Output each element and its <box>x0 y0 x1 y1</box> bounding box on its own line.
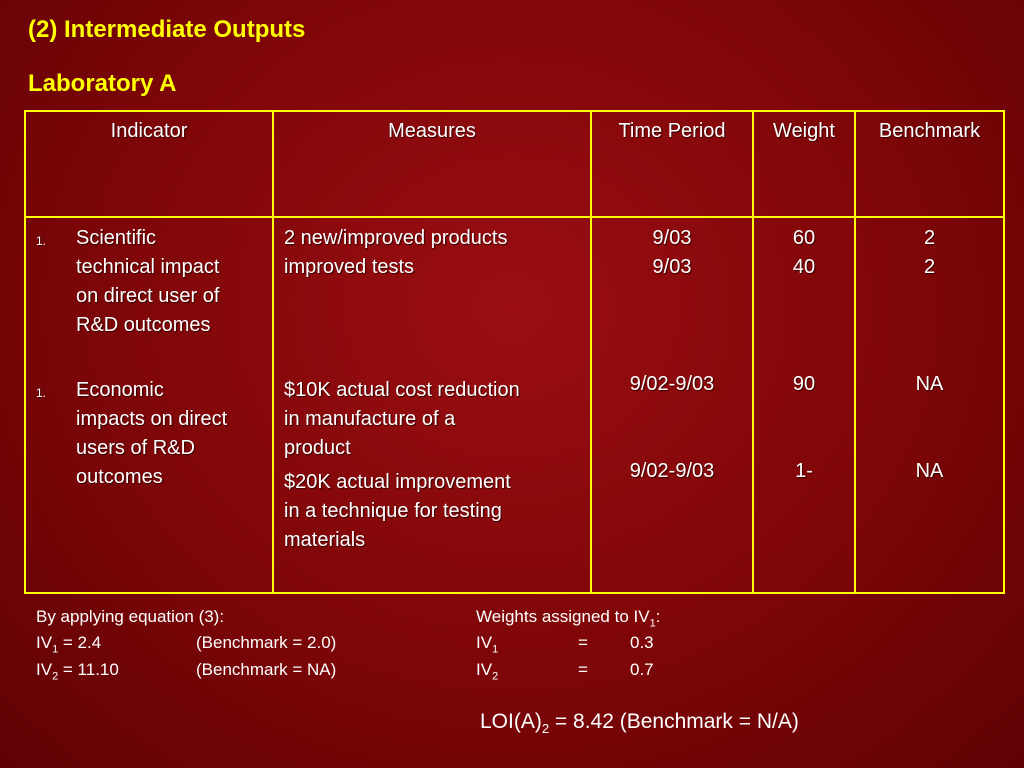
weight-cell: 60 40 90 1- <box>752 216 856 594</box>
measure-2: $10K actual cost reduction in manufactur… <box>284 379 520 459</box>
measure-1: 2 new/improved products improved tests <box>284 227 508 278</box>
indicator-1-number: 1. <box>36 234 47 248</box>
slide-subtitle: Laboratory A <box>28 70 177 97</box>
iv1-benchmark: (Benchmark = 2.0) <box>196 633 337 652</box>
time-period-cell: 9/03 9/03 9/02-9/03 9/02-9/03 <box>590 216 754 594</box>
weight-iv2-eq: = <box>578 660 588 679</box>
time-period-1: 9/03 <box>652 227 692 249</box>
indicator-1-text: Scientific technical impact on direct us… <box>76 227 220 336</box>
weight-iv2-value: 0.7 <box>630 660 654 679</box>
indicator-2-number: 1. <box>36 386 47 400</box>
measures-cell: 2 new/improved products improved tests $… <box>272 216 592 594</box>
slide-title: (2) Intermediate Outputs <box>28 16 306 43</box>
weight-iv1-eq: = <box>578 633 588 652</box>
header-weight: Weight <box>752 110 856 218</box>
weight-iv1-value: 0.3 <box>630 633 654 652</box>
weight-4: 1- <box>795 460 813 482</box>
weight-2: 40 <box>792 256 816 278</box>
equation-note: By applying equation (3): <box>36 607 225 626</box>
indicator-2-text: Economic impacts on direct users of R&D … <box>76 379 228 488</box>
iv1-result: IV1 = 2.4 <box>36 633 102 656</box>
time-period-3: 9/02-9/03 <box>629 373 715 395</box>
indicator-cell: 1. Scientific technical impact on direct… <box>24 216 274 594</box>
table-header-row: Indicator Measures Time Period Weight Be… <box>24 110 1005 218</box>
benchmark-2: 2 <box>923 256 936 278</box>
weight-1: 60 <box>792 227 816 249</box>
iv2-benchmark: (Benchmark = NA) <box>196 660 337 679</box>
weight-iv2-label: IV2 <box>476 660 499 683</box>
header-measures: Measures <box>272 110 592 218</box>
time-period-2: 9/03 <box>652 256 692 278</box>
header-benchmark: Benchmark <box>854 110 1005 218</box>
header-time-period: Time Period <box>590 110 754 218</box>
time-period-4: 9/02-9/03 <box>629 460 715 482</box>
weight-3: 90 <box>792 373 816 395</box>
outputs-table: Indicator Measures Time Period Weight Be… <box>24 110 1005 594</box>
header-indicator: Indicator <box>24 110 274 218</box>
iv2-result: IV2 = 11.10 <box>36 660 119 683</box>
benchmark-1: 2 <box>923 227 936 249</box>
benchmark-4: NA <box>915 460 944 482</box>
benchmark-cell: 2 2 NA NA <box>854 216 1005 594</box>
weight-iv1-label: IV1 <box>476 633 499 656</box>
weights-heading: Weights assigned to IV1: <box>476 607 661 630</box>
benchmark-3: NA <box>915 373 944 395</box>
measure-3: $20K actual improvement in a technique f… <box>284 471 511 551</box>
loi-result: LOI(A)2 = 8.42 (Benchmark = N/A) <box>480 710 799 737</box>
table-row: 1. Scientific technical impact on direct… <box>24 216 1005 594</box>
